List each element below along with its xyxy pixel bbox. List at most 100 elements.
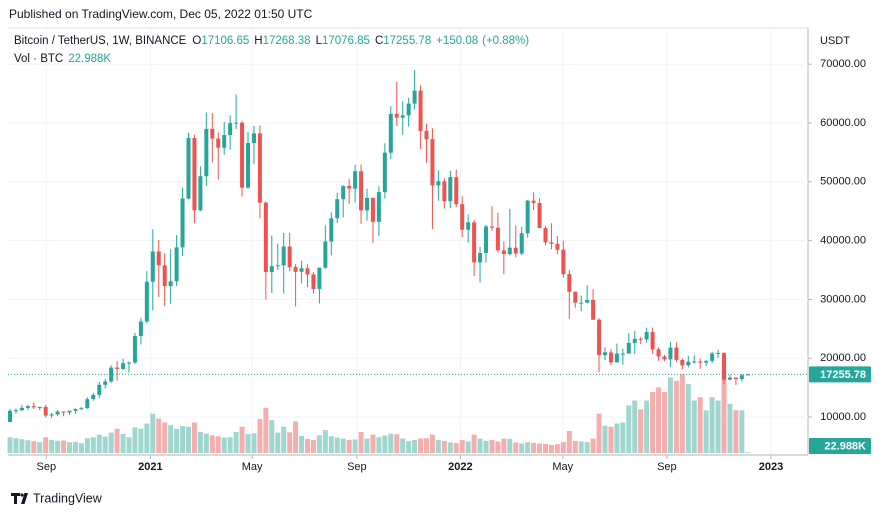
volume-bar — [638, 409, 644, 453]
y-tick-label: 10000.00 — [820, 411, 866, 423]
volume-bar — [37, 442, 43, 453]
volume-bar — [513, 442, 519, 453]
candle-body — [365, 197, 369, 211]
candle-body — [240, 122, 245, 188]
volume-bar — [269, 420, 275, 453]
candle-body — [150, 251, 155, 282]
last-price-label: 17255.78 — [820, 369, 866, 381]
candle-body — [620, 353, 625, 355]
brand-logo — [11, 493, 28, 504]
volume-bar — [180, 426, 186, 453]
x-tick-label: 2021 — [138, 461, 162, 473]
candle-body — [567, 274, 572, 292]
candle-body — [263, 202, 268, 273]
candle-body — [674, 347, 679, 360]
candle-body — [299, 268, 304, 272]
candle-body — [573, 291, 578, 303]
volume-bar — [727, 403, 733, 453]
volume-bar — [376, 437, 382, 453]
volume-bar — [49, 439, 55, 453]
candle-body — [591, 300, 596, 320]
volume-bar — [507, 438, 513, 453]
x-tick-label: Sep — [347, 461, 367, 473]
candle-body — [513, 247, 518, 254]
candle-body — [638, 338, 643, 340]
volume-bar — [406, 441, 412, 453]
candle-body — [501, 250, 506, 255]
candle-body — [484, 226, 488, 253]
volume-bars — [7, 371, 751, 453]
candle-body — [495, 227, 500, 251]
volume-bar — [186, 426, 191, 453]
volume-bar — [733, 410, 739, 453]
volume-bar — [412, 439, 418, 453]
candle-body — [543, 227, 548, 243]
volume-bar — [721, 371, 727, 453]
ohlc-value: 17255.78 — [383, 35, 431, 47]
candle-body — [531, 200, 536, 203]
brand-name: TradingView — [33, 491, 103, 505]
candle-body — [400, 115, 405, 118]
candle-body — [466, 222, 471, 230]
volume-bar — [174, 428, 180, 453]
volume-bar — [489, 439, 495, 453]
candle-body — [733, 377, 738, 380]
volume-bar — [715, 400, 721, 453]
candle-body — [317, 267, 322, 289]
volume-bar — [346, 439, 352, 453]
volume-bar — [662, 391, 667, 453]
candle-body — [626, 342, 631, 354]
volume-bar — [239, 426, 245, 453]
candle-body — [406, 103, 411, 116]
candle-body — [91, 394, 96, 400]
candle-body — [704, 360, 709, 363]
candle-body — [370, 197, 375, 222]
candle-body — [109, 367, 114, 382]
volume-bar — [43, 437, 49, 453]
volume-bar — [19, 439, 25, 453]
candle-body — [579, 302, 584, 304]
candle-body — [222, 135, 227, 148]
volume-bar — [388, 433, 394, 453]
candle-body — [722, 352, 726, 380]
volume-bar — [328, 436, 334, 453]
volume-bar — [102, 436, 108, 453]
candle-body — [138, 321, 143, 336]
candle-body — [418, 90, 423, 131]
volume-bar — [334, 437, 340, 453]
candle-body — [257, 133, 262, 203]
volume-bar — [477, 438, 483, 453]
volume-bar — [352, 439, 358, 453]
volume-bar — [275, 432, 281, 453]
symbol-title: Bitcoin / TetherUS, 1W, BINANCE — [14, 35, 187, 47]
x-tick-label: May — [552, 461, 573, 473]
volume-bar — [55, 440, 61, 453]
x-tick-label: May — [242, 461, 263, 473]
volume-bar — [322, 430, 328, 453]
volume-bar — [435, 439, 441, 453]
volume-bar — [203, 433, 209, 453]
volume-bar — [358, 432, 364, 453]
volume-bar — [168, 425, 174, 453]
candle-body — [97, 384, 102, 395]
candle-body — [668, 347, 673, 360]
volume-bar — [126, 437, 132, 453]
candle-body — [192, 138, 197, 211]
candle-body — [644, 332, 649, 340]
candle-body — [448, 177, 453, 202]
ohlc-letter: C — [375, 35, 383, 47]
volume-bar — [667, 377, 673, 453]
ohlc-value: 17076.85 — [322, 35, 370, 47]
candle-body — [8, 410, 12, 422]
candle-body — [311, 274, 316, 289]
volume-bar — [483, 440, 489, 453]
candle-body — [73, 408, 78, 411]
volume-bar — [697, 397, 703, 453]
candle-body — [489, 226, 494, 228]
volume-bar — [281, 426, 287, 453]
candle-body — [727, 377, 732, 380]
volume-bar — [96, 434, 102, 453]
candle-body — [716, 352, 721, 354]
